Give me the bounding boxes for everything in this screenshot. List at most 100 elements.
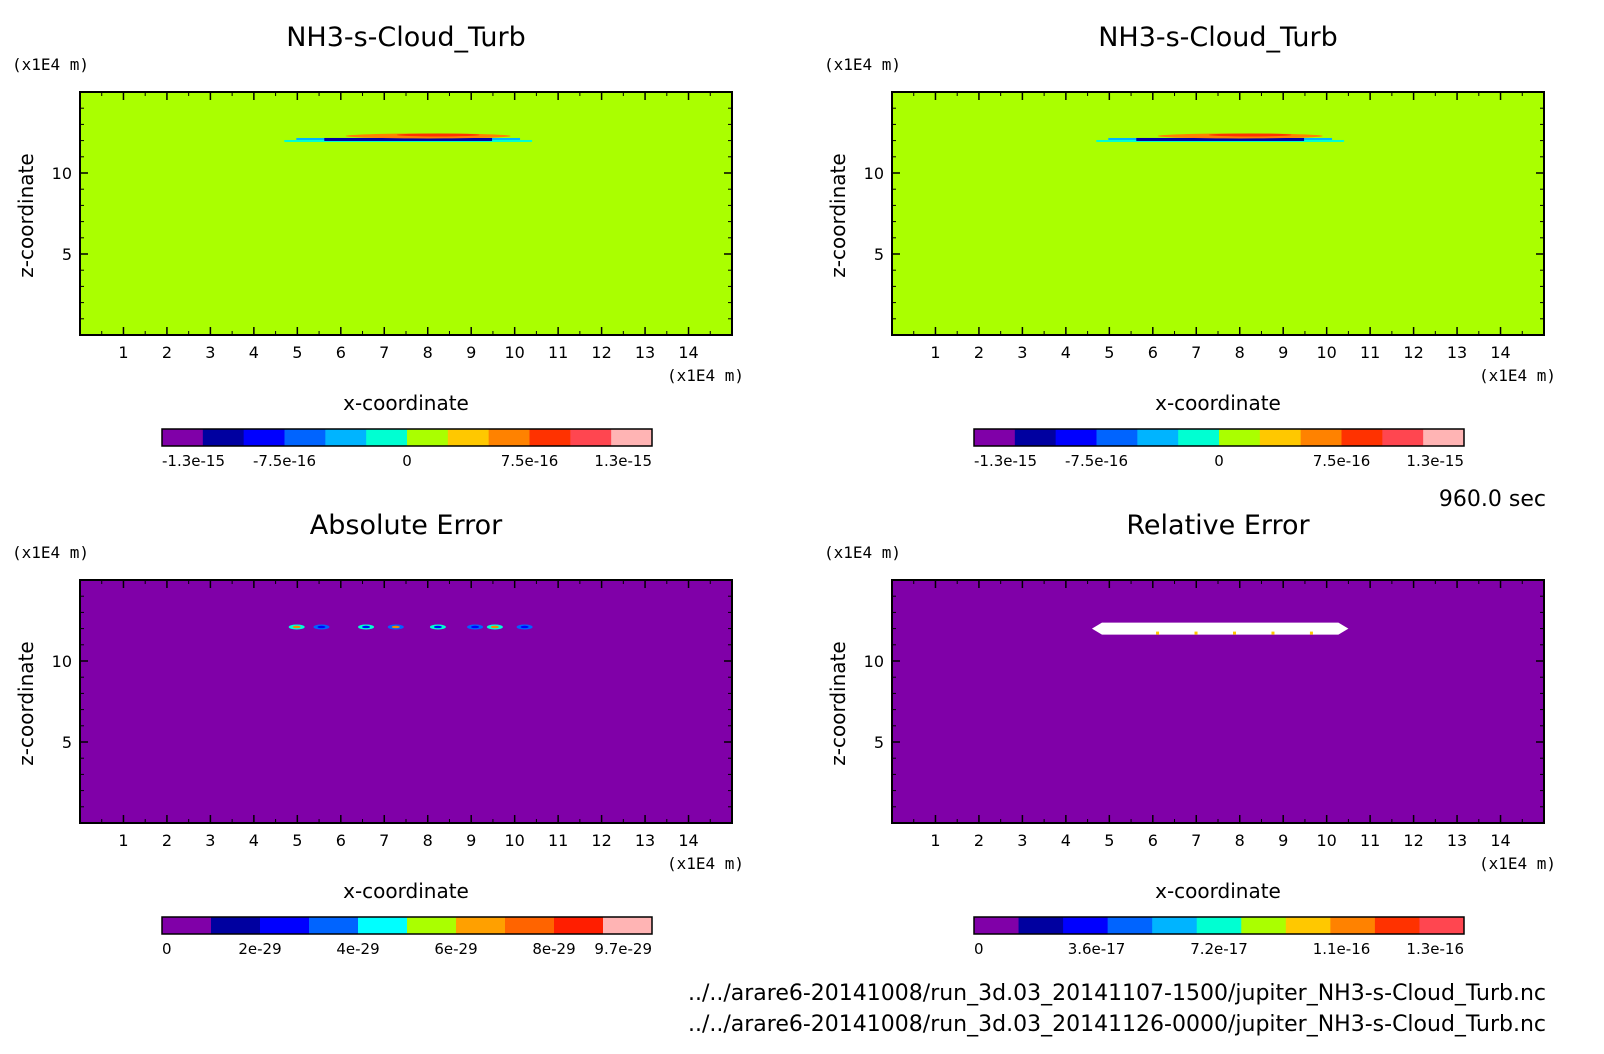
x-tick-label: 13 xyxy=(635,343,655,362)
x-tick-label: 6 xyxy=(1148,343,1158,362)
colorbar-swatch xyxy=(529,429,571,446)
colorbar-swatch xyxy=(1219,429,1261,446)
x-axis-label: x-coordinate xyxy=(343,391,469,415)
x-tick-label: 3 xyxy=(205,831,215,850)
feature-blob-core xyxy=(292,625,301,629)
feature-speck xyxy=(1156,631,1160,635)
colorbar-swatch xyxy=(260,917,310,934)
x-axis-label: x-coordinate xyxy=(1155,391,1281,415)
y-tick-label: 10 xyxy=(52,164,72,183)
colorbar-swatch xyxy=(974,917,1020,934)
y-tick-label: 10 xyxy=(864,164,884,183)
x-tick-label: 1 xyxy=(118,831,128,850)
colorbar-swatch xyxy=(1018,917,1064,934)
x-tick-label: 4 xyxy=(249,831,259,850)
feature-blue-band xyxy=(324,137,493,141)
colorbar-frame xyxy=(161,916,653,935)
colorbar-label: 7.5e-16 xyxy=(1313,452,1371,470)
chart-panel-2: NH3-s-Cloud_Turb(x1E4 m)1 2 3 4 5 6 7 8 9 10 11 12 1… xyxy=(824,22,1556,470)
x-tick-label: 14 xyxy=(678,343,698,362)
x-tick-label: 7 xyxy=(1191,343,1201,362)
colorbar-swatch xyxy=(202,429,245,446)
x-tick-label: 7 xyxy=(379,831,389,850)
x-axis-label: x-coordinate xyxy=(1155,879,1281,903)
x-tick-label: 3 xyxy=(1017,831,1027,850)
colorbar-swatch xyxy=(603,917,653,934)
heatmap-field xyxy=(80,92,732,335)
x-tick-label: 6 xyxy=(336,831,346,850)
feature-blob-core xyxy=(391,625,400,629)
heatmap-feature xyxy=(284,133,533,142)
y-axis-label: z-coordinate xyxy=(826,641,850,765)
colorbar-swatch xyxy=(211,917,261,934)
y-axis-label: z-coordinate xyxy=(826,153,850,277)
x-tick-label: 4 xyxy=(249,343,259,362)
colorbar-label: 1.3e-16 xyxy=(1406,940,1464,958)
x-tick-label: 14 xyxy=(1490,831,1510,850)
x-tick-label: 10 xyxy=(504,831,524,850)
x-tick-label: 5 xyxy=(1104,343,1114,362)
x-axis-label: x-coordinate xyxy=(343,879,469,903)
heatmap-field xyxy=(892,92,1544,335)
colorbar-swatch xyxy=(1374,917,1420,934)
colorbar-swatch xyxy=(284,429,326,446)
colorbar-swatch xyxy=(554,917,604,934)
colorbar-label: 0 xyxy=(162,940,172,958)
x-tick-label: 10 xyxy=(504,343,524,362)
y-tick-label: 10 xyxy=(864,652,884,671)
colorbar-swatch xyxy=(1419,917,1465,934)
x-tick-label: 2 xyxy=(974,343,984,362)
y-tick-label: 10 xyxy=(52,652,72,671)
colorbar-swatch xyxy=(1241,917,1287,934)
colorbar-swatch xyxy=(1285,917,1331,934)
colorbar-frame xyxy=(973,428,1465,447)
y-unit-label: (x1E4 m) xyxy=(824,543,901,562)
x-tick-label: 2 xyxy=(974,831,984,850)
feature-speck xyxy=(1194,631,1198,635)
x-tick-label: 12 xyxy=(591,343,611,362)
x-tick-label: 10 xyxy=(1316,343,1336,362)
colorbar-frame xyxy=(973,916,1465,935)
colorbar-swatch xyxy=(456,917,506,934)
heatmap-feature xyxy=(1096,133,1345,142)
colorbar-label: 1.3e-15 xyxy=(1406,452,1464,470)
x-unit-label: (x1E4 m) xyxy=(667,366,744,385)
x-tick-label: 7 xyxy=(379,343,389,362)
colorbar-swatch xyxy=(1382,429,1424,446)
x-tick-label: 1 xyxy=(930,831,940,850)
x-tick-label: 6 xyxy=(336,343,346,362)
colorbar-label: 0 xyxy=(974,940,984,958)
colorbar: 0 3.6e-17 7.2e-17 1.1e-16 1.3e-16 xyxy=(973,916,1465,958)
x-tick-label: 3 xyxy=(205,343,215,362)
x-tick-label: 6 xyxy=(1148,831,1158,850)
colorbar-frame xyxy=(161,428,653,447)
colorbar-label: -1.3e-15 xyxy=(162,452,225,470)
colorbar-swatch xyxy=(611,429,653,446)
colorbar-swatch xyxy=(1137,429,1179,446)
x-tick-label: 8 xyxy=(423,343,433,362)
x-tick-label: 11 xyxy=(1360,831,1380,850)
x-tick-label: 2 xyxy=(162,831,172,850)
x-unit-label: (x1E4 m) xyxy=(1479,366,1556,385)
colorbar-swatch xyxy=(1259,429,1302,446)
colorbar-label: 0 xyxy=(1214,452,1224,470)
feature-blob-core xyxy=(490,625,499,629)
x-tick-label: 5 xyxy=(292,343,302,362)
x-tick-label: 14 xyxy=(678,831,698,850)
feature-blob-core xyxy=(433,625,442,629)
x-tick-label: 4 xyxy=(1061,831,1071,850)
y-axis-label: z-coordinate xyxy=(14,153,38,277)
colorbar-swatch xyxy=(1096,429,1138,446)
heatmap-field xyxy=(80,580,732,823)
colorbar-swatch xyxy=(162,429,204,446)
colorbar-swatch xyxy=(243,429,285,446)
chart-title: NH3-s-Cloud_Turb xyxy=(286,22,526,53)
heatmap-feature xyxy=(288,624,533,630)
x-tick-label: 12 xyxy=(591,831,611,850)
y-axis-label: z-coordinate xyxy=(14,641,38,765)
x-tick-label: 1 xyxy=(118,343,128,362)
colorbar-label: 1.3e-15 xyxy=(594,452,652,470)
colorbar-swatch xyxy=(570,429,612,446)
feature-red-band xyxy=(1208,133,1292,137)
